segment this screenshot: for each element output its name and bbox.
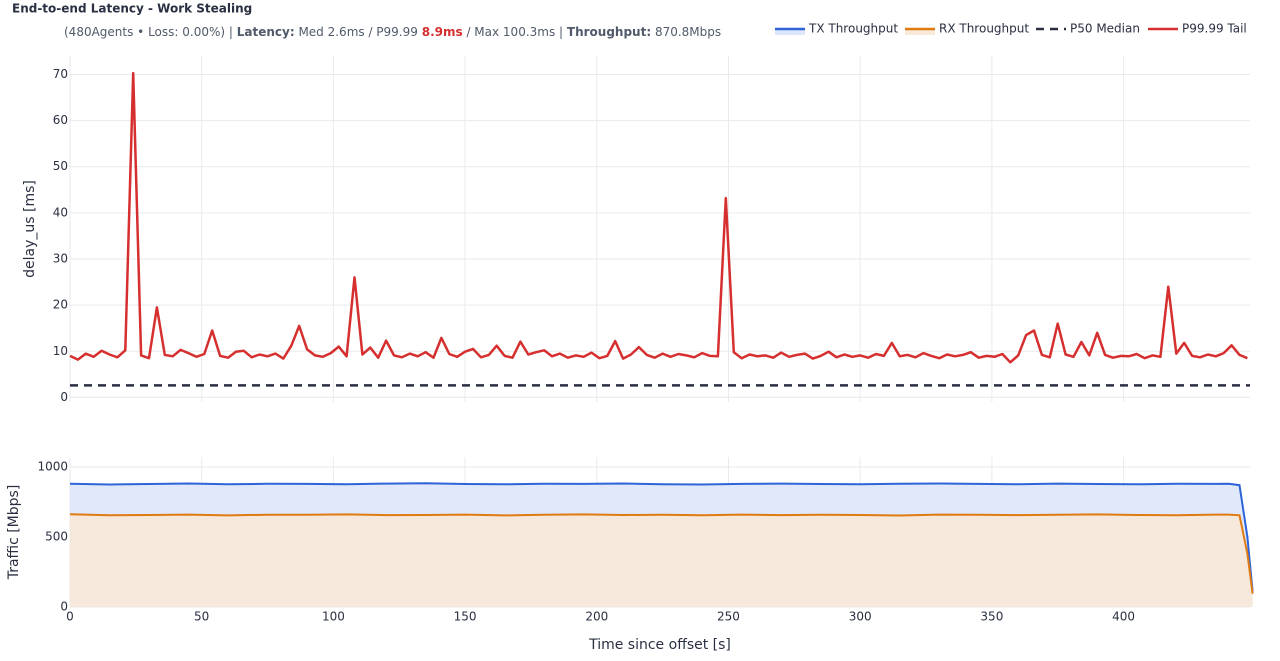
x-tick-label: 250 (717, 610, 740, 624)
y-tick-label: 70 (53, 67, 68, 81)
area-line (69, 482, 1254, 592)
x-tick-label: 100 (322, 610, 345, 624)
y-tick-label: 20 (53, 298, 68, 312)
y-tick-label: 500 (45, 529, 68, 543)
x-tick-label: 300 (849, 610, 872, 624)
legend-label: RX Throughput (939, 22, 1029, 36)
subtitle-part: (480Agents • Loss: 0.00%) | (64, 25, 237, 39)
area-line (69, 513, 1254, 594)
legend-swatch (775, 29, 805, 35)
x-axis-title: Time since offset [s] (588, 637, 731, 653)
area-fill (70, 514, 1253, 607)
x-tick-label: 0 (66, 610, 74, 624)
subtitle-part: Med 2.6ms / P99.99 (295, 25, 422, 39)
chart-subtitle: (480Agents • Loss: 0.00%) | Latency: Med… (64, 25, 721, 39)
subtitle-part: 8.9ms (422, 25, 463, 39)
y-axis-title: Traffic [Mbps] (6, 485, 22, 581)
subtitle-part: 870.8Mbps (651, 25, 721, 39)
line-series (69, 71, 1248, 364)
subtitle-part: / Max 100.3ms | (463, 25, 567, 39)
x-tick-label: 50 (194, 610, 209, 624)
y-tick-label: 50 (53, 159, 68, 173)
legend-label: TX Throughput (808, 22, 898, 36)
legend-label: P50 Median (1070, 22, 1140, 36)
y-tick-label: 40 (53, 205, 68, 219)
legend-label: P99.99 Tail (1182, 22, 1247, 36)
subtitle-part: Throughput: (567, 25, 651, 39)
y-tick-label: 0 (60, 390, 68, 404)
subtitle-part: Latency: (237, 25, 295, 39)
x-tick-label: 150 (454, 610, 477, 624)
legend-swatch (905, 29, 935, 35)
y-tick-label: 10 (53, 344, 68, 358)
chart-title: End-to-end Latency - Work Stealing (12, 2, 252, 16)
y-axis-title: delay_us [ms] (22, 180, 38, 278)
x-tick-label: 350 (980, 610, 1003, 624)
x-tick-label: 200 (585, 610, 608, 624)
y-tick-label: 1000 (37, 459, 68, 473)
y-tick-label: 60 (53, 113, 68, 127)
y-tick-label: 0 (60, 600, 68, 614)
y-tick-label: 30 (53, 251, 68, 265)
x-tick-label: 400 (1112, 610, 1135, 624)
